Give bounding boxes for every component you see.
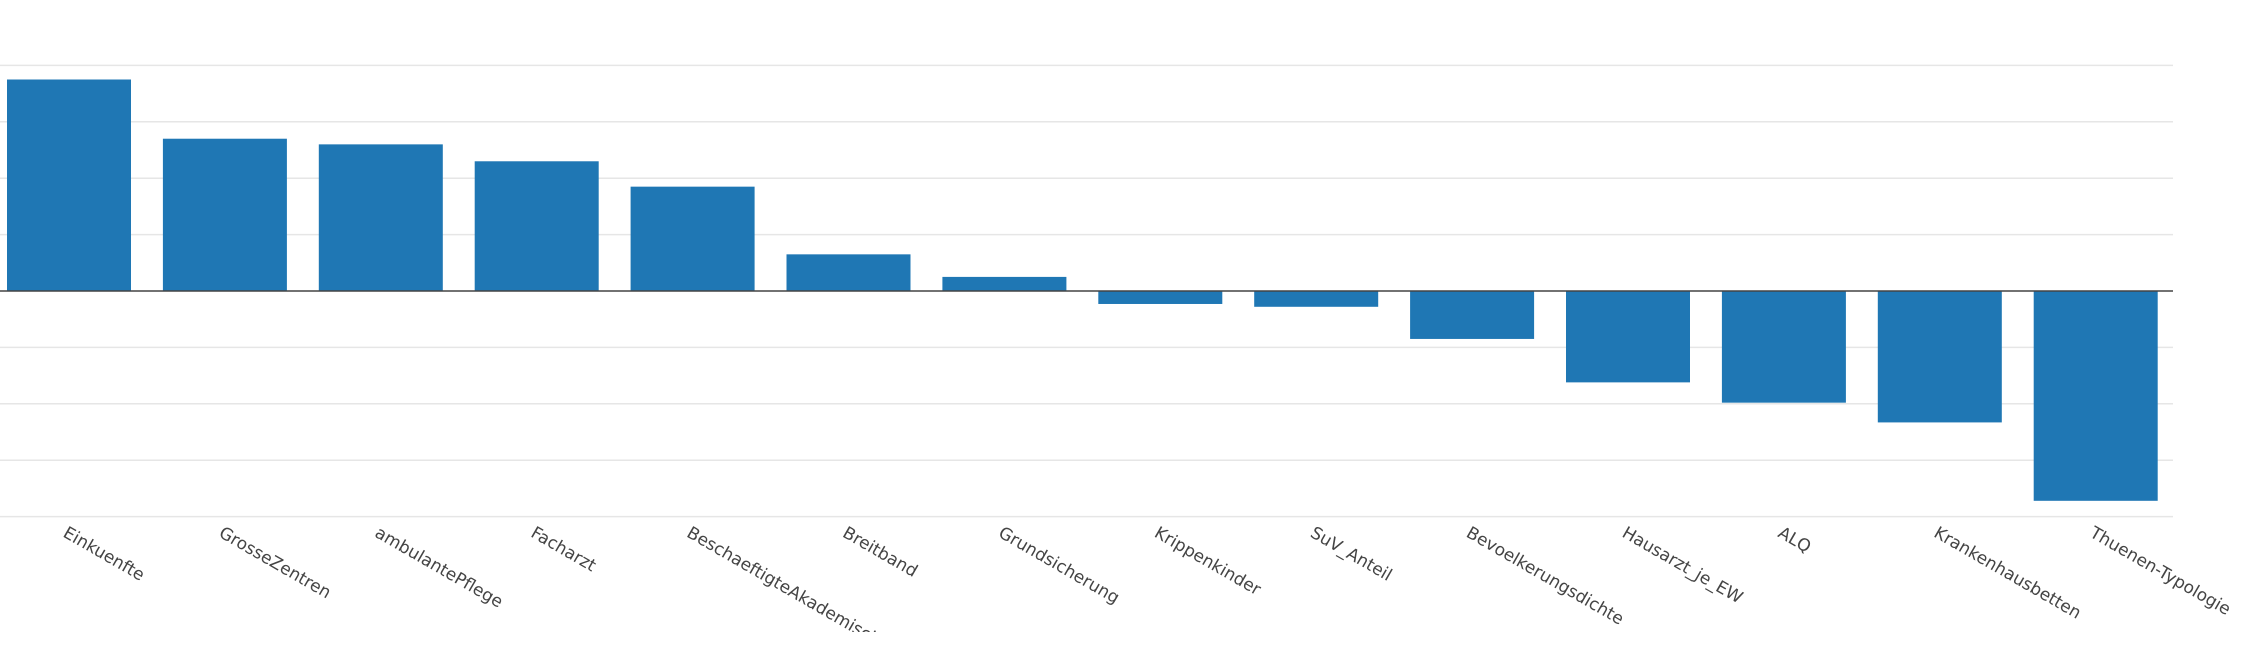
bar: [318, 144, 443, 291]
x-tick-label: SuV_Anteil: [1307, 523, 1396, 586]
x-tick-label: Einkuenfte: [60, 523, 148, 586]
x-tick-label: Grundsicherung: [995, 523, 1123, 608]
bar: [630, 186, 755, 291]
bar: [474, 161, 599, 291]
bar: [1098, 291, 1223, 304]
bar: [942, 276, 1067, 291]
bar: [2033, 291, 2158, 501]
x-tick-label: GrosseZentren: [215, 523, 334, 603]
bar: [162, 138, 287, 291]
bar: [1877, 291, 2002, 423]
bar: [7, 79, 131, 291]
bar: [1566, 291, 1690, 383]
x-tick-label: ambulantePflege: [371, 523, 506, 612]
x-tick-label: Hausarzt_je_EW: [1619, 523, 1747, 608]
x-tick-label: ALQ: [1774, 523, 1814, 558]
x-tick-label: Bevoelkerungsdichte: [1463, 523, 1628, 630]
x-tick-labels: Einkuenfte GrosseZentren ambulantePflege Fa…: [60, 523, 2234, 632]
bar: [786, 254, 911, 291]
bars: [0, 79, 2173, 501]
bar: [1721, 291, 1846, 403]
x-tick-label: Krippenkinder: [1151, 523, 1264, 600]
x-tick-label: Facharzt: [527, 523, 599, 576]
x-tick-label: Thuenen-Typologie: [2085, 523, 2234, 620]
bar: [1410, 291, 1535, 339]
x-tick-label: Krankenhausbetten: [1930, 523, 2084, 624]
x-tick-label: Breitband: [839, 523, 921, 582]
bar: [1254, 291, 1379, 307]
